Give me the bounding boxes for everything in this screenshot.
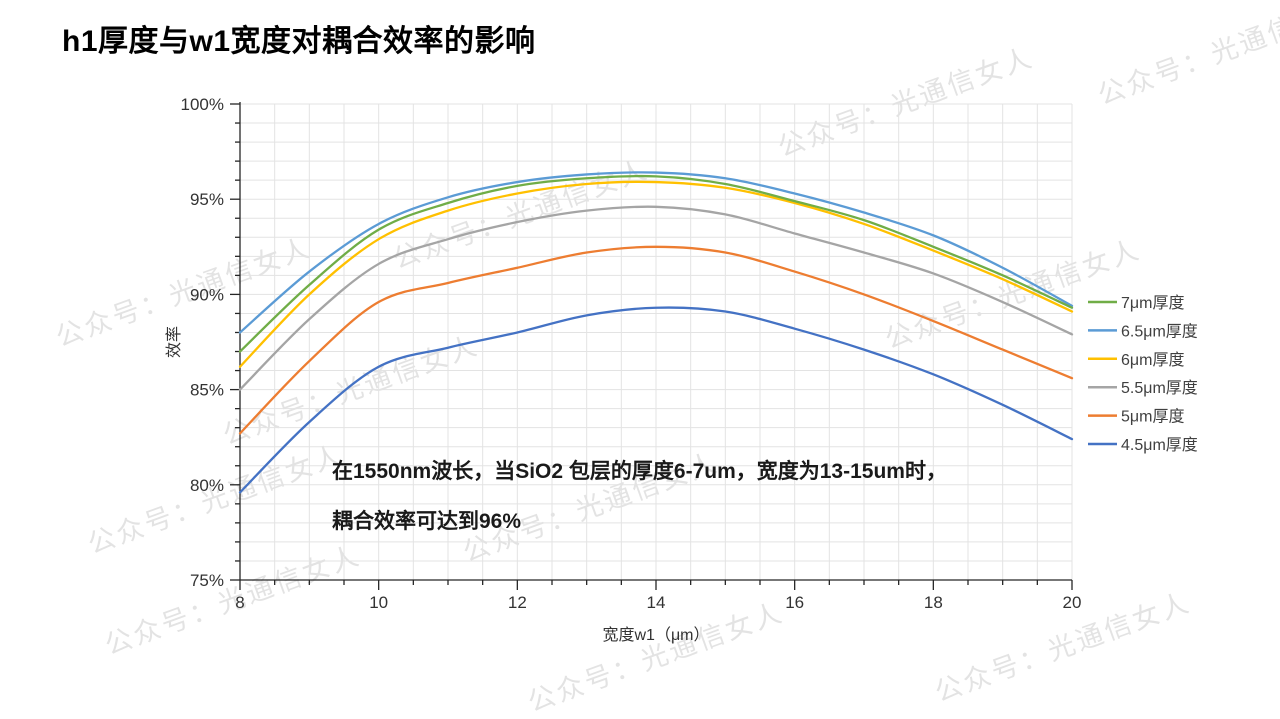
y-axis-title: 效率: [166, 325, 183, 359]
annotation-line-2: 耦合效率可达到96%: [332, 510, 522, 533]
series-line-5μm厚度: [238, 245, 1074, 435]
series-line-4.5μm厚度: [238, 306, 1074, 494]
x-tick-label: 20: [1063, 593, 1082, 612]
x-tick-label: 18: [924, 593, 943, 612]
series-line-7μm厚度: [238, 174, 1074, 353]
y-tick-label: 75%: [190, 571, 224, 590]
x-tick-label: 10: [369, 593, 388, 612]
y-tick-label: 90%: [190, 285, 224, 304]
x-axis-title: 宽度w1（μm）: [602, 627, 710, 644]
series-line-6.5μm厚度: [238, 171, 1074, 334]
y-tick-label: 85%: [190, 381, 224, 400]
y-tick-label: 95%: [190, 190, 224, 209]
y-tick-label: 80%: [190, 476, 224, 495]
legend-label: 5.5μm厚度: [1121, 379, 1198, 397]
x-tick-label: 8: [235, 593, 244, 612]
x-tick-label: 14: [647, 593, 666, 612]
x-tick-label: 16: [785, 593, 804, 612]
x-tick-label: 12: [508, 593, 527, 612]
page-title: h1厚度与w1宽度对耦合效率的影响: [62, 25, 536, 58]
y-tick-label: 100%: [181, 95, 224, 114]
chart-annotation: 在1550nm波长，当SiO2 包层的厚度6-7um，宽度为13-15um时， …: [332, 447, 947, 547]
legend-label: 6.5μm厚度: [1121, 322, 1198, 340]
legend-label: 5μm厚度: [1121, 408, 1184, 426]
legend-label: 6μm厚度: [1121, 351, 1184, 369]
series-line-5.5μm厚度: [238, 205, 1074, 391]
legend-label: 7μm厚度: [1121, 294, 1184, 312]
series-line-6μm厚度: [238, 180, 1074, 368]
legend-label: 4.5μm厚度: [1121, 436, 1198, 454]
annotation-line-1: 在1550nm波长，当SiO2 包层的厚度6-7um，宽度为13-15um时，: [332, 460, 947, 483]
